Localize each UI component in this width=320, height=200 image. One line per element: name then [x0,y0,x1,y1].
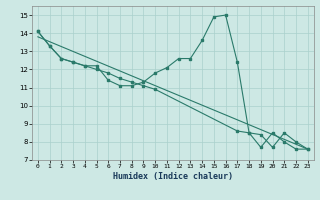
X-axis label: Humidex (Indice chaleur): Humidex (Indice chaleur) [113,172,233,181]
